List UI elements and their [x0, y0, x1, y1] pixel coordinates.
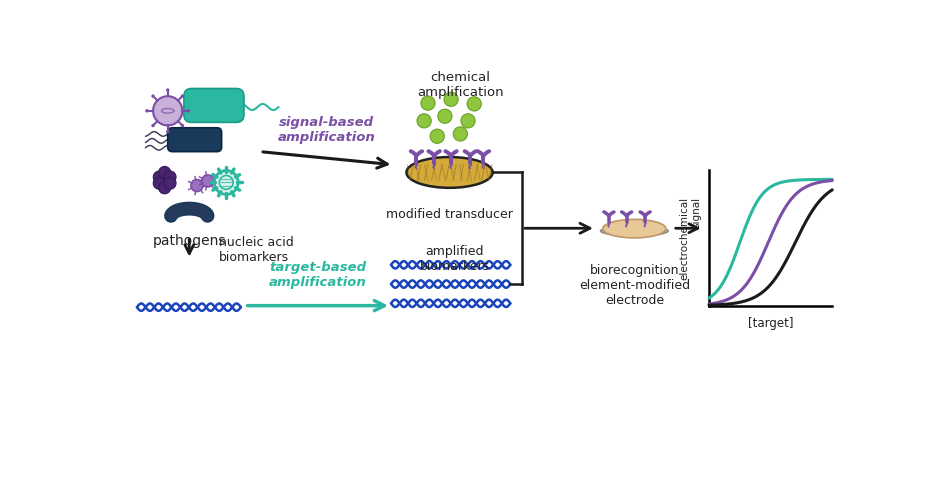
Circle shape: [153, 172, 166, 184]
Ellipse shape: [408, 167, 490, 182]
Circle shape: [145, 110, 149, 113]
Text: [target]: [target]: [748, 317, 793, 330]
Circle shape: [187, 110, 190, 113]
Circle shape: [438, 110, 452, 124]
FancyBboxPatch shape: [167, 129, 222, 152]
Text: nucleic acid
biomarkers: nucleic acid biomarkers: [218, 236, 294, 264]
Text: target-based
amplification: target-based amplification: [269, 261, 367, 289]
Circle shape: [181, 125, 184, 128]
Ellipse shape: [603, 220, 666, 238]
Circle shape: [430, 130, 444, 144]
Circle shape: [153, 97, 183, 126]
Text: biorecognition
element-modified
electrode: biorecognition element-modified electrod…: [579, 263, 690, 306]
Text: signal-based
amplification: signal-based amplification: [278, 115, 375, 143]
Text: modified transducer: modified transducer: [386, 208, 513, 220]
Text: amplified
biomarkers: amplified biomarkers: [420, 244, 490, 273]
Text: chemical
amplification: chemical amplification: [417, 71, 503, 99]
FancyBboxPatch shape: [183, 89, 244, 123]
Circle shape: [152, 125, 154, 128]
Circle shape: [152, 95, 154, 99]
Circle shape: [166, 131, 169, 134]
Circle shape: [417, 115, 431, 129]
Circle shape: [191, 180, 203, 192]
Circle shape: [454, 128, 468, 142]
Circle shape: [153, 178, 166, 190]
Circle shape: [159, 182, 170, 194]
Circle shape: [444, 93, 458, 107]
Ellipse shape: [600, 226, 668, 236]
Ellipse shape: [407, 158, 493, 188]
Text: pathogens: pathogens: [152, 234, 226, 248]
Circle shape: [421, 97, 435, 111]
Circle shape: [461, 115, 475, 129]
Text: electrochemical
signal: electrochemical signal: [679, 197, 701, 280]
Circle shape: [181, 95, 184, 99]
Circle shape: [201, 175, 214, 188]
Circle shape: [164, 178, 176, 190]
Circle shape: [166, 89, 169, 93]
Circle shape: [467, 98, 481, 112]
Circle shape: [159, 167, 170, 179]
Circle shape: [164, 172, 176, 184]
Circle shape: [215, 171, 238, 195]
